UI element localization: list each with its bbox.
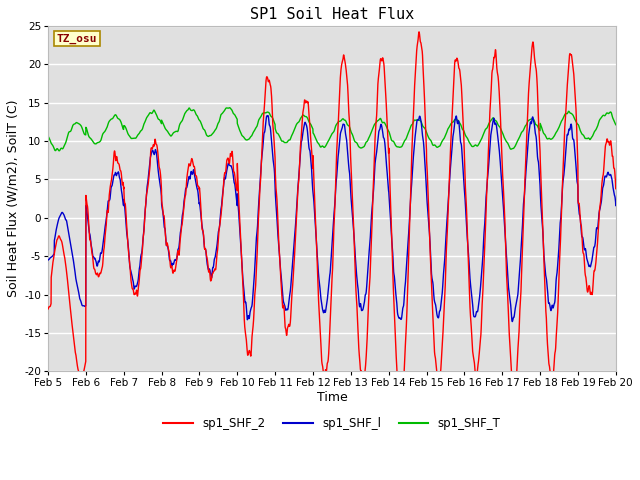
sp1_SHF_T bbox=[397, 144, 405, 150]
sp1_SHF_T bbox=[226, 105, 234, 110]
sp1_SHF_l bbox=[388, 233, 396, 239]
sp1_SHF_T bbox=[203, 132, 211, 138]
sp1_SHF_T bbox=[612, 121, 620, 127]
Line: sp1_SHF_2: sp1_SHF_2 bbox=[48, 32, 616, 405]
sp1_SHF_T bbox=[55, 148, 63, 154]
sp1_SHF_2 bbox=[612, 186, 620, 192]
sp1_SHF_2 bbox=[415, 29, 423, 35]
Y-axis label: Soil Heat Flux (W/m2), SoilT (C): Soil Heat Flux (W/m2), SoilT (C) bbox=[7, 100, 20, 298]
sp1_SHF_2 bbox=[44, 306, 52, 312]
sp1_SHF_2 bbox=[387, 220, 395, 226]
sp1_SHF_l bbox=[508, 319, 516, 324]
sp1_SHF_T bbox=[612, 122, 620, 128]
sp1_SHF_2 bbox=[397, 395, 405, 401]
sp1_SHF_2 bbox=[558, 192, 566, 197]
sp1_SHF_2 bbox=[612, 181, 620, 187]
sp1_SHF_T bbox=[44, 133, 52, 139]
Legend: sp1_SHF_2, sp1_SHF_l, sp1_SHF_T: sp1_SHF_2, sp1_SHF_l, sp1_SHF_T bbox=[159, 412, 505, 435]
sp1_SHF_l bbox=[612, 203, 620, 208]
sp1_SHF_T bbox=[558, 117, 566, 123]
sp1_SHF_l bbox=[44, 257, 52, 263]
sp1_SHF_2 bbox=[203, 253, 211, 259]
Text: TZ_osu: TZ_osu bbox=[56, 34, 97, 44]
Line: sp1_SHF_T: sp1_SHF_T bbox=[48, 108, 616, 151]
X-axis label: Time: Time bbox=[317, 391, 348, 404]
sp1_SHF_l bbox=[558, 192, 566, 197]
Title: SP1 Soil Heat Flux: SP1 Soil Heat Flux bbox=[250, 7, 414, 22]
sp1_SHF_l bbox=[203, 255, 211, 261]
sp1_SHF_l bbox=[264, 113, 272, 119]
sp1_SHF_T bbox=[388, 137, 396, 143]
sp1_SHF_T bbox=[166, 132, 173, 138]
sp1_SHF_2 bbox=[396, 402, 404, 408]
sp1_SHF_2 bbox=[166, 254, 173, 260]
sp1_SHF_l bbox=[612, 199, 620, 205]
sp1_SHF_l bbox=[166, 258, 173, 264]
sp1_SHF_l bbox=[397, 316, 405, 322]
Line: sp1_SHF_l: sp1_SHF_l bbox=[48, 116, 616, 322]
